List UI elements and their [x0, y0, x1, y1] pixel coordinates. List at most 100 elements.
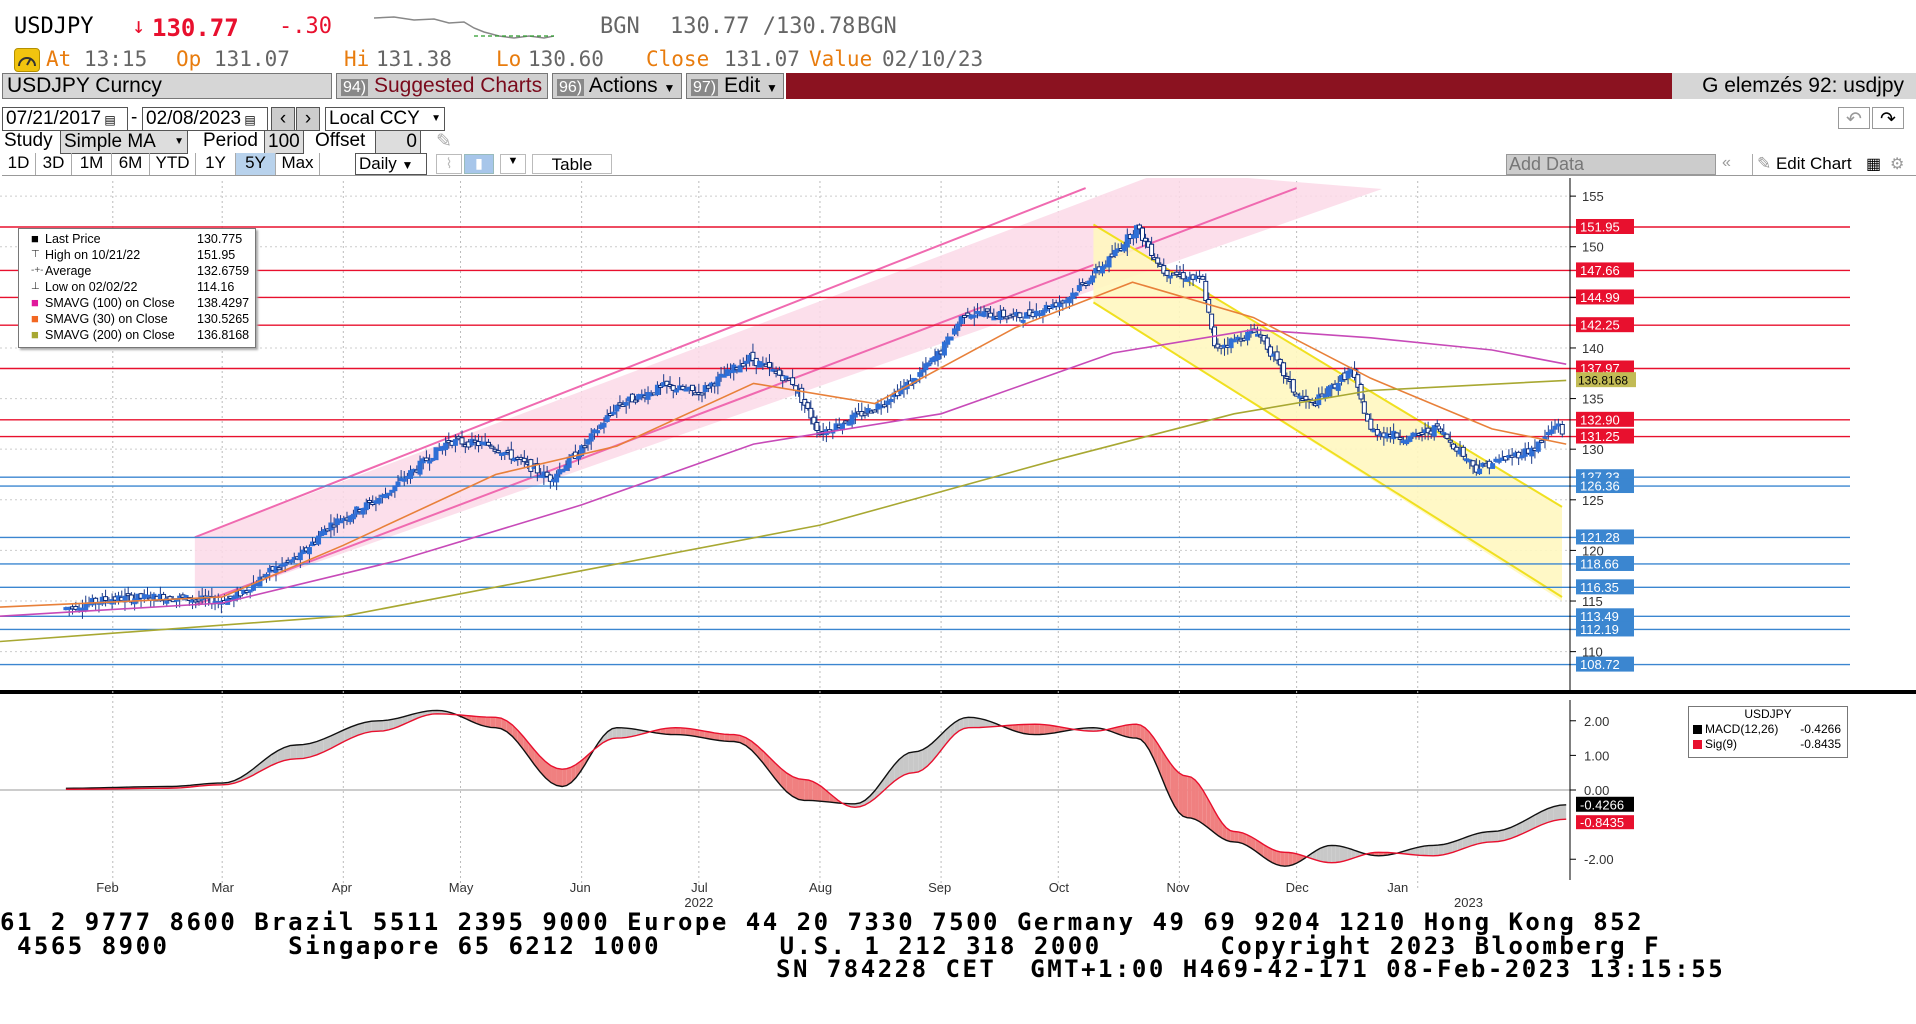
candle-body [1155, 257, 1161, 264]
macd-fill [631, 728, 637, 737]
tab-max[interactable]: Max [276, 153, 320, 175]
suggested-label: Suggested Charts [373, 74, 543, 97]
candle-body [395, 481, 401, 487]
macd-fill [670, 727, 676, 735]
tab-1y[interactable]: 1Y [196, 153, 236, 175]
end-date-field[interactable]: 02/08/2023 ▤ [142, 107, 268, 131]
frequency-select[interactable]: Daily ▼ [355, 153, 427, 175]
candle-body [1090, 275, 1096, 283]
collapse-icon[interactable]: « [1722, 154, 1731, 171]
macd-fill [1288, 852, 1293, 866]
macd-fill [344, 726, 352, 742]
macd-fill [1238, 831, 1243, 844]
actions-button[interactable]: 96) Actions ▼ [552, 73, 682, 99]
macd-fill [1541, 808, 1548, 825]
period-input[interactable]: 100 [264, 130, 304, 154]
legend-row: ⊥ Low on 02/02/22 114.16 [19, 279, 255, 295]
candle-body [433, 447, 439, 461]
sma200-tag [1576, 372, 1636, 388]
tab-1d[interactable]: 1D [2, 153, 36, 175]
candle-body [1290, 379, 1296, 393]
open-value: 131.07 [214, 47, 290, 71]
pencil-icon[interactable]: ✎ [436, 131, 452, 152]
gauge-icon[interactable] [14, 48, 40, 72]
chart-type-more-button[interactable]: ▼ [500, 154, 526, 174]
candle-body [881, 404, 887, 408]
chart-type-line-button[interactable]: ⌇ [436, 154, 462, 174]
signal-label: Sig(9) [1705, 737, 1738, 751]
table-button[interactable]: Table [532, 154, 612, 174]
study-select[interactable]: Simple MA ▼ [60, 130, 188, 154]
sma30-line [0, 281, 1567, 608]
candle-body [566, 456, 572, 468]
candle-body [1139, 227, 1145, 241]
tab-6m[interactable]: 6M [112, 153, 150, 175]
sma100-line [0, 328, 1567, 617]
candle-body [300, 549, 306, 554]
ticker-label: USDJPY [14, 14, 94, 39]
add-data-field[interactable]: Add Data [1506, 154, 1716, 175]
macd-fill [1202, 790, 1207, 827]
candle-body [1099, 265, 1105, 274]
macd-fill [903, 752, 909, 776]
redo-button[interactable]: ↷ [1872, 107, 1904, 130]
edit-button[interactable]: 97) Edit ▼ [686, 73, 784, 99]
currency-select[interactable]: Local CCY ▼ [325, 107, 445, 131]
study-value: Simple MA [64, 131, 156, 152]
macd-fill [1114, 726, 1119, 735]
edit-chart-button[interactable]: ✎ Edit Chart [1752, 154, 1862, 175]
macd-fill [780, 768, 787, 792]
macd-fill [1327, 845, 1332, 863]
chart-settings-icon[interactable]: ▦ [1866, 156, 1882, 173]
suggested-charts-button[interactable]: 94) Suggested Charts [336, 73, 548, 99]
signal-value-tag [1576, 815, 1634, 830]
candle-body [1407, 435, 1413, 442]
candle-body [485, 441, 491, 446]
start-date-field[interactable]: 07/21/2017 ▤ [2, 107, 128, 131]
candle-body [1535, 441, 1541, 452]
macd-fill [1034, 724, 1040, 735]
legend-label: SMAVG (100) on Close [45, 296, 175, 310]
legend-label: Low on 02/02/22 [45, 280, 138, 294]
candle-body [1552, 425, 1558, 430]
value-date: 02/10/23 [882, 47, 984, 71]
macd-fill [1276, 850, 1281, 866]
candle-body [965, 312, 971, 317]
macd-fill [899, 755, 904, 778]
macd-fill [1477, 832, 1483, 844]
security-field[interactable]: USDJPY Curncy [2, 73, 332, 99]
macd-fill [562, 768, 567, 787]
legend-label: Average [45, 264, 92, 278]
legend-swatch: ⊥ [31, 281, 40, 292]
price-chart[interactable]: 155150145140135130125120115110151.95147.… [0, 178, 1916, 958]
tab-3d[interactable]: 3D [36, 153, 72, 175]
candle-body [971, 314, 977, 318]
candle-body [322, 529, 328, 536]
tab-5y[interactable]: 5Y [236, 153, 276, 175]
next-period-button[interactable]: › [296, 107, 320, 131]
chart-type-bar-button[interactable]: ▮ [464, 154, 494, 174]
macd-fill [1129, 724, 1133, 738]
macd-fill [551, 765, 557, 786]
macd-fill [729, 734, 734, 742]
x-month-label: Sep [928, 880, 951, 895]
gear-icon[interactable]: ⚙ [1890, 156, 1905, 173]
offset-input[interactable]: 0 [375, 130, 421, 154]
price-tick-label: 110 [1582, 645, 1603, 660]
macd-fill [1482, 831, 1488, 843]
candle-body [563, 465, 569, 471]
prev-period-button[interactable]: ‹ [271, 107, 295, 131]
level-tag-label: 113.49 [1580, 609, 1619, 624]
candle-body [737, 365, 743, 373]
candle-body [917, 372, 923, 377]
level-tag-label: 151.95 [1580, 219, 1620, 234]
tab-1m[interactable]: 1M [72, 153, 112, 175]
legend-row: -+- Average 132.6759 [19, 263, 255, 279]
tab-ytd[interactable]: YTD [150, 153, 196, 175]
high-label: Hi [344, 47, 370, 71]
macd-fill [1039, 724, 1045, 735]
candle-body [1425, 427, 1431, 434]
macd-fill [330, 732, 338, 749]
undo-button[interactable]: ↶ [1838, 107, 1870, 130]
macd-legend: USDJPY MACD(12,26) -0.4266 Sig(9) -0.843… [1688, 706, 1848, 758]
